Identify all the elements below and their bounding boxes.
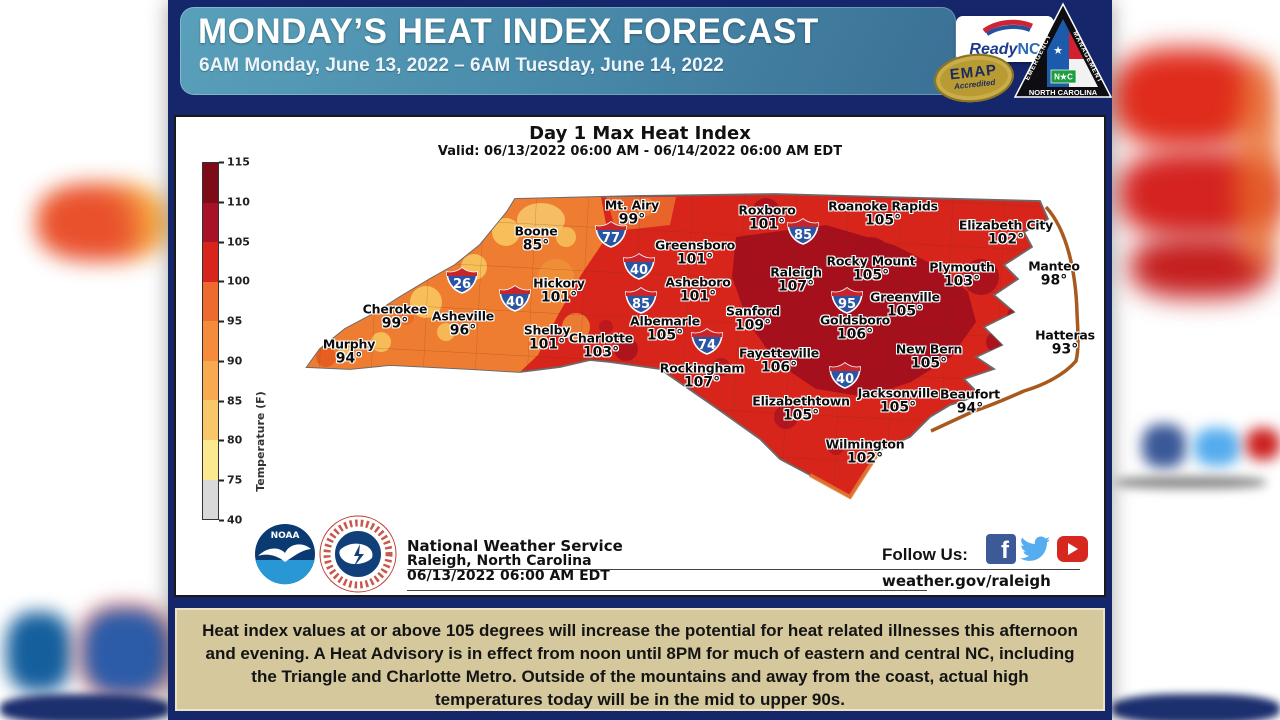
agency-block: National Weather Service Raleigh, North …	[407, 539, 623, 584]
map-title: Day 1 Max Heat Index	[529, 123, 751, 144]
page-title: MONDAY’S HEAT INDEX FORECAST	[198, 12, 819, 51]
noaa-text: NOAA	[271, 531, 300, 541]
agency-office: Raleigh, North Carolina	[407, 553, 592, 569]
agency-name: National Weather Service	[407, 537, 623, 555]
colorbar-gradient	[202, 162, 219, 520]
interstate-85-shield: 85	[632, 297, 650, 312]
blurred-navy-strip-left	[0, 694, 170, 720]
blurred-text-smear	[1116, 476, 1266, 489]
tick-label: 90	[227, 354, 243, 368]
blurred-facebook-icon	[1142, 424, 1186, 468]
tick-mark	[219, 280, 224, 282]
emap-accredited-logo: EMAP Accredited	[931, 49, 1017, 107]
title-banner: MONDAY’S HEAT INDEX FORECAST 6AM Monday,…	[180, 7, 956, 95]
interstate-26-shield: 26	[453, 277, 471, 292]
blurred-youtube-icon	[1246, 428, 1280, 460]
footer-rule	[407, 569, 1080, 570]
advisory-box: Heat index values at or above 105 degree…	[175, 608, 1105, 711]
noaa-seagull	[258, 544, 311, 562]
blurred-coast-fragment-right	[1236, 60, 1280, 270]
svg-text:★: ★	[1053, 44, 1063, 57]
facebook-icon[interactable]: f	[986, 534, 1016, 564]
website-link[interactable]: weather.gov/raleigh	[882, 572, 1051, 590]
tick-label: 85	[227, 394, 243, 408]
colorbar-tick: 110	[219, 196, 250, 209]
interstate-85-shield: 85	[794, 228, 812, 243]
twitter-icon[interactable]	[1020, 534, 1050, 564]
tick-mark	[219, 400, 224, 402]
tick-label: 75	[227, 473, 243, 487]
forecast-card: MONDAY’S HEAT INDEX FORECAST 6AM Monday,…	[168, 0, 1113, 720]
tick-mark	[219, 479, 224, 481]
nc-emblem-text: N★C	[1054, 73, 1073, 82]
readync-swoosh-icon	[982, 19, 1033, 36]
tick-mark	[219, 439, 224, 441]
outer-banks	[930, 205, 1080, 433]
youtube-icon[interactable]	[1057, 536, 1088, 562]
tick-label: 95	[227, 314, 243, 328]
colorbar-tick: 85	[219, 395, 242, 408]
map-area: Day 1 Max Heat Index Valid: 06/13/2022 0…	[174, 115, 1106, 597]
tick-label: 105	[227, 235, 250, 249]
nws-lightning-bolt	[353, 544, 364, 568]
blurred-map-fragment-left	[36, 183, 170, 261]
nws-logo	[319, 515, 397, 593]
interstate-74-shield: 74	[698, 338, 716, 353]
interstate-40-shield: 40	[506, 295, 524, 310]
colorbar: 115 110 105 100 95 90 85 80 75 40 Temperature (F)	[202, 156, 312, 527]
southeast-coast	[809, 448, 882, 500]
tick-mark	[219, 360, 224, 362]
footer-rule	[407, 590, 927, 591]
colorbar-tick: 105	[219, 236, 250, 249]
noaa-logo: NOAA	[255, 524, 315, 585]
tick-mark	[219, 161, 224, 163]
map-valid-range: Valid: 06/13/2022 06:00 AM - 06/14/2022 …	[437, 144, 843, 159]
tick-mark	[219, 241, 224, 243]
tick-label: 40	[227, 513, 243, 527]
blurred-twitter-icon	[1194, 428, 1240, 466]
colorbar-tick: 95	[219, 315, 242, 328]
colorbar-tick: 100	[219, 275, 250, 288]
colorbar-tick: 115	[219, 156, 250, 169]
tick-label: 115	[227, 155, 250, 169]
interstate-77-shield: 77	[602, 231, 620, 246]
tick-mark	[219, 201, 224, 203]
colorbar-tick: 90	[219, 355, 242, 368]
tick-label: 110	[227, 195, 250, 209]
blurred-nws-logo	[84, 610, 168, 694]
nc-emergency-management-logo: ★ N★C EMERGENCY MANAGEMENT NORTH CAROLIN…	[1013, 2, 1113, 98]
triangle-state-text: NORTH CAROLINA	[1029, 88, 1098, 97]
tick-mark	[219, 519, 224, 521]
colorbar-tick: 40	[219, 514, 242, 527]
interstate-shields: 26 40 77 40 85 85 95 74 40	[446, 217, 863, 389]
blurred-noaa-logo	[6, 612, 72, 692]
agency-issued: 06/13/2022 06:00 AM EDT	[407, 568, 610, 584]
tick-mark	[219, 320, 224, 322]
follow-us-label: Follow Us:	[882, 545, 968, 564]
blurred-navy-strip-right	[1112, 694, 1280, 720]
advisory-text: Heat index values at or above 105 degree…	[202, 621, 1078, 709]
interstate-95-shield: 95	[838, 297, 856, 312]
interstate-40-shield: 40	[630, 263, 648, 278]
colorbar-tick: 75	[219, 474, 242, 487]
youtube-play-icon	[1068, 543, 1078, 555]
interstate-40-shield: 40	[836, 372, 854, 387]
nc-heat-map: 26 40 77 40 85 85 95 74 40	[305, 193, 1080, 500]
tick-label: 80	[227, 433, 243, 447]
colorbar-axis-label: Temperature (F)	[254, 391, 267, 492]
page-subtitle: 6AM Monday, June 13, 2022 – 6AM Tuesday,…	[199, 55, 724, 76]
colorbar-tick: 80	[219, 434, 242, 447]
tick-label: 100	[227, 274, 250, 288]
